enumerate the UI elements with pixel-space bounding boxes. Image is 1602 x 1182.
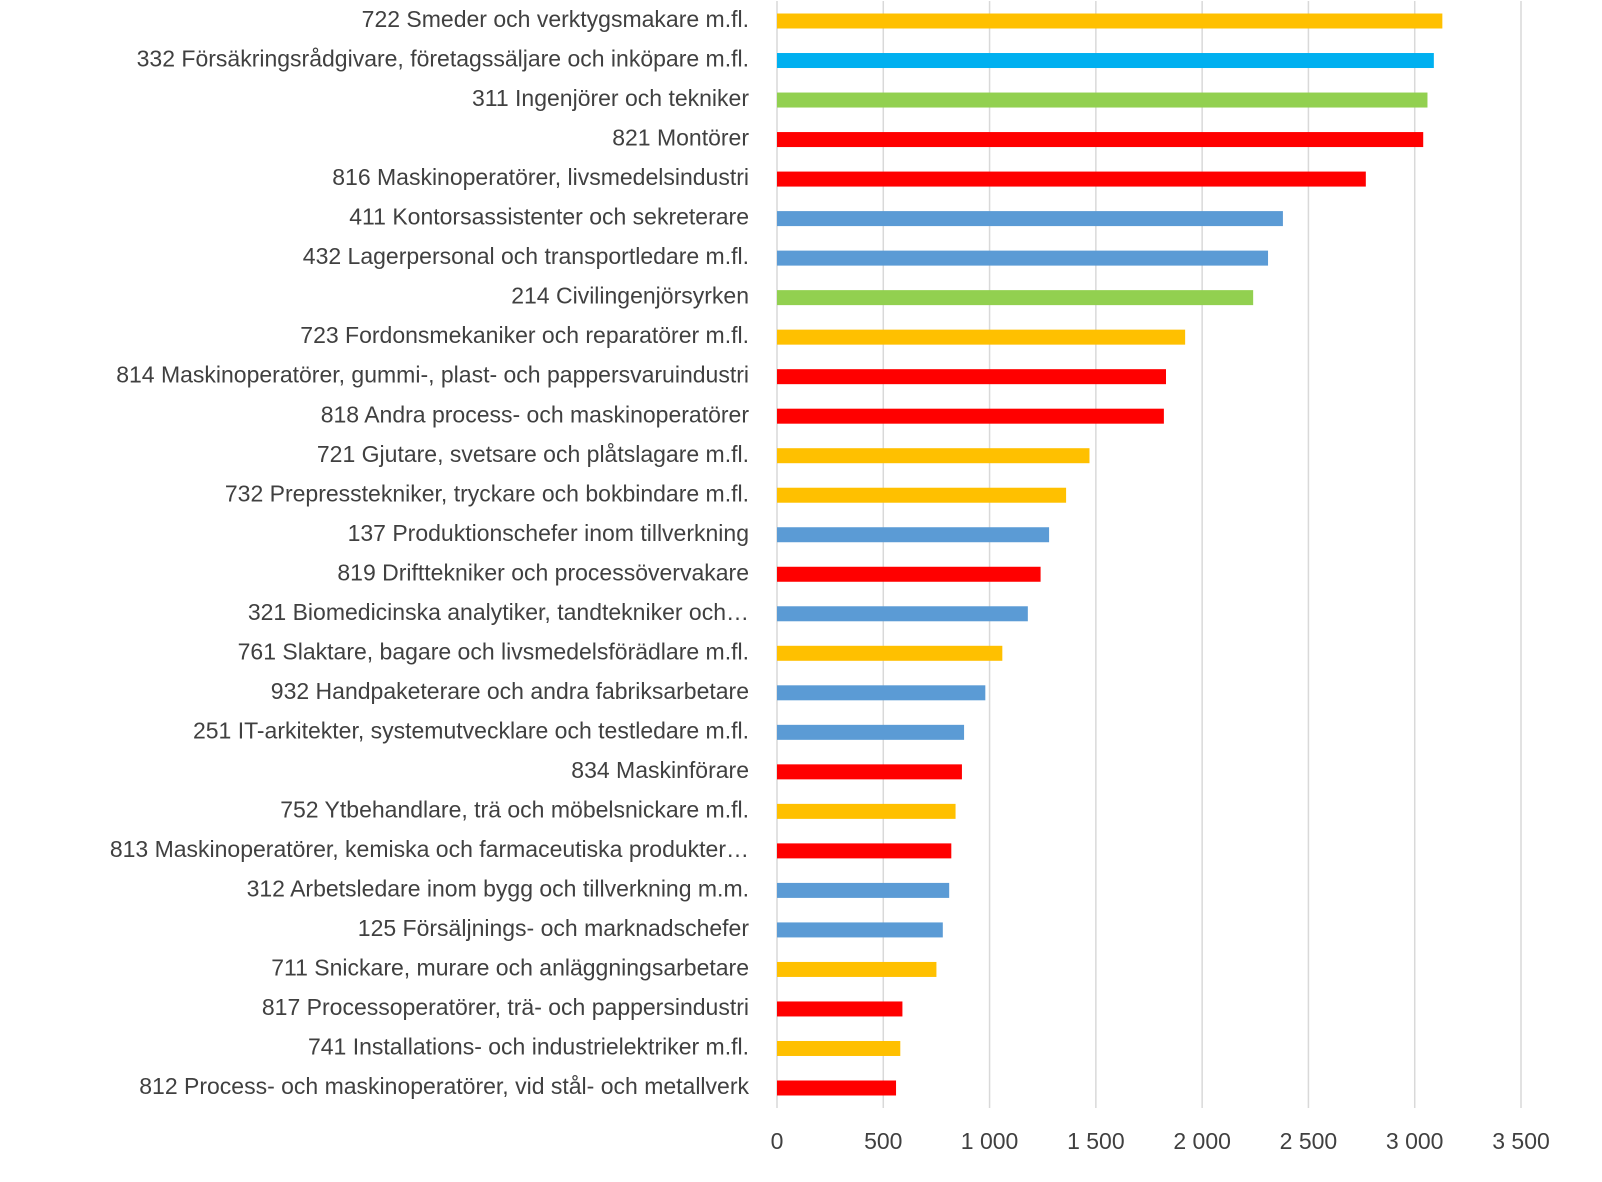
bar xyxy=(777,1080,897,1096)
y-tick-label: 814 Maskinoperatörer, gummi-, plast- och… xyxy=(116,362,749,388)
y-tick-label: 812 Process- och maskinoperatörer, vid s… xyxy=(139,1073,749,1099)
bar xyxy=(777,53,1434,69)
y-tick-label: 125 Försäljnings- och marknadschefer xyxy=(358,915,750,941)
x-tick-label: 2 000 xyxy=(1173,1128,1231,1154)
bar xyxy=(777,843,952,859)
bar xyxy=(777,13,1443,29)
y-tick-label: 819 Drifttekniker och processövervakare xyxy=(337,559,749,585)
y-tick-label: 761 Slaktare, bagare och livsmedelsföräd… xyxy=(238,638,749,664)
bar xyxy=(777,685,986,701)
bar xyxy=(777,329,1186,345)
bar xyxy=(777,408,1164,424)
y-tick-label: 311 Ingenjörer och tekniker xyxy=(472,85,749,111)
bar xyxy=(777,369,1167,385)
bar xyxy=(777,171,1366,187)
bar xyxy=(777,211,1283,227)
bar xyxy=(777,92,1428,108)
y-tick-label: 821 Montörer xyxy=(612,125,749,151)
bar xyxy=(777,606,1028,622)
y-tick-label: 834 Maskinförare xyxy=(571,757,749,783)
x-tick-label: 3 500 xyxy=(1492,1128,1550,1154)
bar xyxy=(777,961,937,977)
y-tick-label: 722 Smeder och verktygsmakare m.fl. xyxy=(362,6,749,32)
y-tick-label: 752 Ytbehandlare, trä och möbelsnickare … xyxy=(280,796,749,822)
y-tick-label: 711 Snickare, murare och anläggningsarbe… xyxy=(271,955,749,981)
y-tick-label: 214 Civilingenjörsyrken xyxy=(511,283,749,309)
y-tick-label: 813 Maskinoperatörer, kemiska och farmac… xyxy=(110,836,749,862)
x-tick-label: 1 000 xyxy=(961,1128,1019,1154)
bar xyxy=(777,566,1041,582)
bar xyxy=(777,487,1067,503)
y-tick-label: 432 Lagerpersonal och transportledare m.… xyxy=(303,243,749,269)
bar xyxy=(777,527,1050,543)
bar xyxy=(777,132,1424,148)
x-tick-label: 2 500 xyxy=(1280,1128,1338,1154)
y-tick-label: 137 Produktionschefer inom tillverkning xyxy=(348,520,749,546)
x-tick-label: 3 000 xyxy=(1386,1128,1444,1154)
bar xyxy=(777,1040,901,1056)
bar xyxy=(777,250,1269,266)
y-tick-label: 332 Försäkringsrådgivare, företagssäljar… xyxy=(137,46,749,72)
bar xyxy=(777,882,950,898)
bar xyxy=(777,448,1090,464)
x-tick-label: 1 500 xyxy=(1067,1128,1125,1154)
bar xyxy=(777,1001,903,1017)
y-tick-label: 723 Fordonsmekaniker och reparatörer m.f… xyxy=(300,322,749,348)
y-tick-label: 321 Biomedicinska analytiker, tandteknik… xyxy=(248,599,749,625)
y-tick-label: 312 Arbetsledare inom bygg och tillverkn… xyxy=(247,875,749,901)
x-tick-label: 500 xyxy=(864,1128,902,1154)
y-tick-label: 817 Processoperatörer, trä- och pappersi… xyxy=(262,994,749,1020)
bar xyxy=(777,645,1003,661)
y-tick-label: 732 Prepresstekniker, tryckare och bokbi… xyxy=(225,480,749,506)
y-tick-label: 816 Maskinoperatörer, livsmedelsindustri xyxy=(332,164,749,190)
bar xyxy=(777,724,965,740)
bar xyxy=(777,922,943,938)
bar xyxy=(777,803,956,819)
y-tick-label: 741 Installations- och industrielektrike… xyxy=(308,1034,749,1060)
bar xyxy=(777,290,1254,306)
y-tick-label: 932 Handpaketerare och andra fabriksarbe… xyxy=(271,678,749,704)
y-tick-label: 721 Gjutare, svetsare och plåtslagare m.… xyxy=(317,441,749,467)
y-tick-label: 818 Andra process- och maskinoperatörer xyxy=(321,401,750,427)
x-tick-label: 0 xyxy=(771,1128,784,1154)
bar xyxy=(777,764,962,780)
y-tick-label: 411 Kontorsassistenter och sekreterare xyxy=(349,204,749,230)
y-tick-label: 251 IT-arkitekter, systemutvecklare och … xyxy=(193,717,749,743)
